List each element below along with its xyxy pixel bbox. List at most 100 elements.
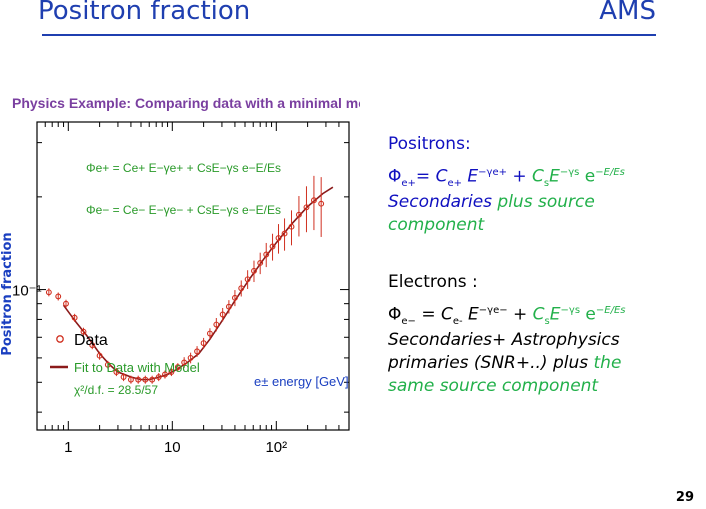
data-point bbox=[213, 321, 220, 328]
positron-expo-sup: −E/Es bbox=[595, 167, 625, 178]
y-tick-label: 10⁻¹ bbox=[12, 283, 42, 300]
electron-line-secondaries-astro: Secondaries+ Astrophysics bbox=[388, 330, 620, 350]
plot-frame bbox=[36, 121, 350, 431]
secondaries-text: Secondaries bbox=[388, 192, 493, 212]
data-point bbox=[187, 354, 194, 361]
positron-es: E bbox=[549, 166, 560, 187]
primaries-text: primaries (SNR+..) plus bbox=[388, 353, 594, 373]
electron-phi-sub: e− bbox=[401, 316, 416, 328]
plus-source-text: plus source bbox=[492, 192, 595, 212]
data-point bbox=[113, 369, 120, 375]
data-point bbox=[155, 374, 162, 380]
data-point bbox=[275, 235, 282, 241]
positron-phi: Φ bbox=[388, 166, 402, 187]
positron-line-secondaries: Secondaries plus source bbox=[388, 192, 595, 212]
data-point bbox=[149, 376, 156, 383]
data-point bbox=[281, 230, 288, 237]
legend-data-label: Data bbox=[74, 332, 108, 349]
data-point bbox=[318, 200, 325, 207]
positron-exp: −γe+ bbox=[478, 167, 507, 178]
data-point bbox=[288, 223, 295, 230]
positron-es-exp: −γs bbox=[559, 167, 580, 178]
data-point bbox=[263, 251, 270, 258]
axis-tick-labels: 1 10 10² 10⁻¹ bbox=[12, 283, 287, 456]
data-point bbox=[63, 300, 69, 307]
electron-es: E bbox=[549, 304, 561, 325]
data-point bbox=[71, 314, 78, 321]
positron-plus: + bbox=[506, 166, 533, 187]
data-point bbox=[104, 361, 111, 368]
component-text: component bbox=[388, 215, 485, 235]
the-text: the bbox=[593, 353, 622, 373]
data-point bbox=[162, 371, 168, 378]
data-point bbox=[135, 376, 142, 383]
data-point bbox=[269, 243, 276, 250]
data-point bbox=[303, 204, 310, 211]
positron-cs-sub: s bbox=[543, 178, 550, 190]
data-point bbox=[55, 293, 62, 300]
electron-cs: C bbox=[532, 304, 545, 325]
data-point bbox=[168, 369, 175, 375]
electron-es-exp: −γs bbox=[560, 305, 581, 316]
data-point bbox=[310, 197, 317, 204]
positron-c: C bbox=[435, 166, 448, 187]
data-points bbox=[45, 175, 325, 384]
legend-fit-label: Fit to Data with Model bbox=[74, 360, 200, 375]
electron-formula: Φe− = Ce- E−γe− + CsE−γs e−E/Es bbox=[388, 301, 626, 332]
slide-title: Positron fraction bbox=[38, 0, 251, 26]
electron-eq: = bbox=[415, 304, 441, 325]
axis-ticks bbox=[36, 122, 350, 430]
same-source-text: same source component bbox=[388, 376, 599, 396]
positron-expo: e bbox=[579, 166, 596, 187]
data-point bbox=[219, 311, 226, 318]
electron-c-sub: e- bbox=[452, 316, 463, 328]
positron-c-sub: e+ bbox=[447, 178, 462, 190]
electron-c: C bbox=[440, 304, 453, 325]
data-point bbox=[80, 328, 87, 335]
positron-eq: = bbox=[415, 166, 436, 187]
data-point bbox=[45, 289, 52, 296]
positron-formula: Φe+= Ce+ E−γe+ + CsE−γs e−E/Es bbox=[388, 163, 625, 194]
formula-positron: Φe+ = Ce+ E−γe+ + CsE−γs e−E/Es bbox=[86, 161, 281, 175]
data-point bbox=[174, 364, 181, 371]
slide-title-right: AMS bbox=[599, 0, 656, 26]
x-tick-label: 1 bbox=[64, 439, 72, 456]
data-point bbox=[251, 267, 257, 274]
electron-expo: e bbox=[580, 304, 596, 325]
data-point bbox=[89, 342, 96, 349]
data-point bbox=[120, 374, 127, 380]
positron-fraction-chart: Physics Example: Comparing data with a m… bbox=[0, 95, 360, 456]
data-point bbox=[127, 376, 134, 383]
electron-e: E bbox=[468, 304, 479, 325]
electron-line-primaries: primaries (SNR+..) plus the bbox=[388, 353, 621, 373]
data-point bbox=[225, 303, 232, 310]
electron-plus: + bbox=[507, 304, 533, 325]
data-point bbox=[96, 352, 103, 359]
data-point bbox=[244, 276, 251, 283]
x-axis-label: e± energy [GeV] bbox=[254, 374, 349, 389]
formula-electron: Φe− = Ce− E−γe− + CsE−γs e−E/Es bbox=[86, 203, 281, 217]
electron-expo-sup: −E/Es bbox=[595, 305, 626, 316]
data-point bbox=[231, 294, 238, 301]
data-point bbox=[238, 285, 245, 292]
data-point bbox=[257, 260, 264, 266]
positron-cs: C bbox=[532, 166, 544, 187]
chart-header: Physics Example: Comparing data with a m… bbox=[12, 95, 360, 111]
data-point bbox=[200, 340, 207, 347]
positron-phi-sub: e+ bbox=[401, 178, 416, 190]
electron-exp: −γe− bbox=[478, 305, 508, 316]
data-point bbox=[181, 359, 188, 366]
data-point bbox=[194, 348, 201, 355]
data-point bbox=[142, 376, 149, 383]
legend-data-marker bbox=[56, 335, 64, 343]
legend-chi2-label: χ²/d.f. = 28.5/57 bbox=[74, 383, 158, 397]
title-rule bbox=[42, 34, 656, 36]
positron-e: E bbox=[467, 166, 479, 187]
electrons-heading: Electrons : bbox=[388, 272, 478, 292]
x-tick-label: 10² bbox=[265, 439, 287, 456]
data-point bbox=[206, 330, 213, 337]
data-point bbox=[295, 211, 302, 218]
electron-cs-sub: s bbox=[544, 316, 550, 328]
y-axis-label: Positron fraction bbox=[0, 232, 15, 355]
x-tick-label: 10 bbox=[164, 439, 181, 456]
